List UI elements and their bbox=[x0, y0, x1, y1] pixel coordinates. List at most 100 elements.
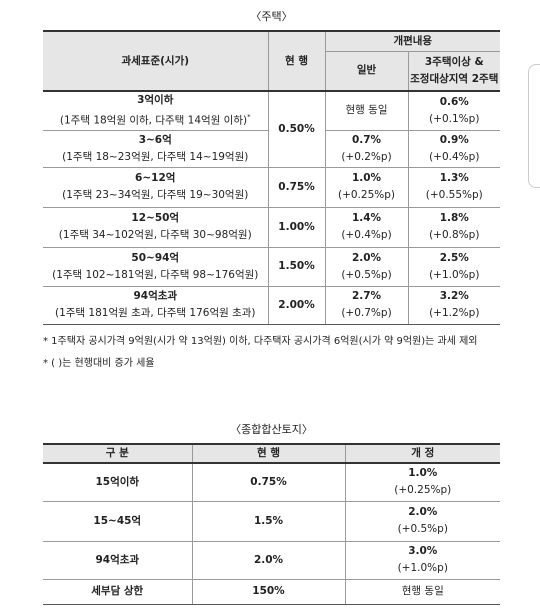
general-cell: 1.4% (+0.4%p) bbox=[324, 206, 409, 248]
header-cell: 개 정 bbox=[344, 443, 500, 464]
cell-text: 2.0% bbox=[408, 506, 438, 518]
cell-text: (+1.0%p) bbox=[429, 268, 480, 281]
table-row: 94억초과 2.0% 3.0% (+1.0%p) bbox=[43, 540, 500, 580]
multi-cell: 1.3% (+0.55%p) bbox=[407, 166, 501, 208]
cell-text: (+0.5%p) bbox=[397, 523, 448, 535]
cell-text: (+0.5%p) bbox=[341, 268, 392, 281]
title: 〈종합합산토지〉 bbox=[230, 423, 313, 436]
current-cell: 2.00% bbox=[267, 285, 326, 325]
bracket-cell: 3억이하 (1주택 18억원 이하, 다주택 14억원 이하)* bbox=[43, 90, 269, 131]
general-cell: 0.7% (+0.2%p) bbox=[324, 129, 409, 168]
cell-text: 0.75% bbox=[250, 475, 287, 488]
multi-cell: 0.9% (+0.4%p) bbox=[407, 129, 501, 168]
cell-text: * bbox=[247, 113, 251, 121]
reform-cell: 2.0% (+0.5%p) bbox=[344, 500, 500, 542]
cell-text: 1.50% bbox=[278, 260, 315, 272]
cell: 150% bbox=[191, 578, 346, 605]
cell-text: 1.3% bbox=[439, 172, 469, 184]
cell-text: (1주택 34~102억원, 다주택 30~98억원) bbox=[58, 229, 252, 241]
cell-text: 현행 동일 bbox=[401, 585, 444, 597]
general-cell: 2.7% (+0.7%p) bbox=[324, 285, 409, 325]
title: 〈주택〉 bbox=[250, 10, 293, 23]
cell-text: 2.0% bbox=[351, 251, 382, 264]
current-cell: 1.00% bbox=[267, 206, 326, 248]
detail: (1주택 18~23억원, 다주택 14~19억원) bbox=[43, 149, 268, 166]
header-cell: 3주택이상 & 조정대상지역 2주택 bbox=[407, 50, 501, 92]
header-cell: 구 분 bbox=[43, 443, 193, 464]
housing-table: 과세표준(시가) 현 행 개편내용 일반 3주택이상 & 조정대상지역 2주택 3억이하… bbox=[43, 30, 501, 325]
general-cell: 현행 동일 bbox=[324, 90, 409, 131]
bracket-cell: 50~94억 (1주택 102~181억원, 다주택 98~176억원) bbox=[43, 246, 269, 287]
table-row: 세부담 상한 150% 현행 동일 bbox=[43, 578, 500, 605]
cell-text: 2.7% bbox=[351, 290, 382, 302]
header-cell: 일반 bbox=[325, 50, 409, 92]
cell-text: 94억초과 bbox=[95, 553, 140, 566]
cell-text: 3~6억 bbox=[138, 133, 172, 146]
table-row: 15~45억 1.5% 2.0% (+0.5%p) bbox=[43, 500, 500, 542]
cell-text: 1.0% bbox=[351, 172, 382, 184]
detail: (1주택 23~34억원, 다주택 19~30억원) bbox=[43, 187, 268, 204]
table-row: 3억이하 (1주택 18억원 이하, 다주택 14억원 이하)* 0.50% 현행 동… bbox=[43, 90, 501, 168]
multi-cell: 1.8% (+0.8%p) bbox=[407, 206, 501, 248]
bracket-cell: 3~6억 (1주택 18~23억원, 다주택 14~19억원) bbox=[43, 129, 269, 168]
table-row: 3~6억 (1주택 18~23억원, 다주택 14~19억원) 0.7% (+0.2%… bbox=[43, 129, 501, 168]
current-cell: 1.50% bbox=[267, 246, 326, 287]
cell-text: (1주택 102~181억원, 다주택 98~176억원) bbox=[52, 268, 259, 281]
cell: 세부담 상한 bbox=[43, 578, 193, 605]
detail: (1주택 34~102억원, 다주택 30~98억원) bbox=[43, 227, 268, 244]
cell-text: 3.2% bbox=[439, 290, 469, 302]
cell-text: (+1.2%p) bbox=[429, 307, 480, 319]
reform-cell: 3.0% (+1.0%p) bbox=[344, 540, 500, 580]
note: * 1주택자 공시가격 9억원(시가 약 13억원) 이하, 다주택자 공시가격… bbox=[43, 336, 478, 347]
side-panel bbox=[528, 64, 540, 188]
header-text: 3주택이상 & bbox=[424, 55, 484, 68]
reform-cell: 1.0% (+0.25%p) bbox=[344, 462, 500, 502]
cell-text: 12~50억 bbox=[131, 212, 180, 224]
header-cell: 현 행 bbox=[191, 443, 346, 464]
cell-text: 94억초과 bbox=[133, 290, 178, 302]
bracket-cell: 6~12억 (1주택 23~34억원, 다주택 19~30억원) bbox=[43, 166, 269, 208]
header-text: 조정대상지역 2주택 bbox=[410, 72, 499, 85]
multi-cell: 3.2% (+1.2%p) bbox=[407, 285, 501, 325]
table-row: 50~94억 (1주택 102~181억원, 다주택 98~176억원) 1.50%… bbox=[43, 246, 501, 287]
bracket-cell: 94억초과 (1주택 181억원 초과, 다주택 176억원 초과) bbox=[43, 285, 269, 325]
cell-text: 0.9% bbox=[439, 133, 469, 146]
cell-text: 0.75% bbox=[278, 180, 315, 193]
current-cell: 0.50% bbox=[267, 90, 326, 168]
cell: 15억이하 bbox=[43, 462, 193, 502]
note: * ( )는 현행대비 증가 세율 bbox=[43, 358, 155, 369]
cell-text: 1.00% bbox=[278, 220, 315, 233]
table-row: 6~12억 (1주택 23~34억원, 다주택 19~30억원) 0.75% 1.0%… bbox=[43, 166, 501, 208]
detail: (1주택 102~181억원, 다주택 98~176억원) bbox=[43, 267, 268, 284]
cell-text: 1.4% bbox=[351, 212, 382, 224]
current-cell: 0.75% bbox=[267, 166, 326, 208]
bracket-cell: 12~50억 (1주택 34~102억원, 다주택 30~98억원) bbox=[43, 206, 269, 248]
header-cell: 현 행 bbox=[267, 30, 326, 92]
general-cell: 2.0% (+0.5%p) bbox=[324, 246, 409, 287]
cell-text: (1주택 18~23억원, 다주택 14~19억원) bbox=[62, 150, 249, 163]
cell-text: 2.5% bbox=[439, 251, 469, 264]
header-cell: 과세표준(시가) bbox=[43, 30, 269, 92]
multi-cell: 0.6% (+0.1%p) bbox=[407, 90, 501, 131]
table-row: 12~50억 (1주택 34~102억원, 다주택 30~98억원) 1.00% 1.… bbox=[43, 206, 501, 248]
cell-text: (+0.7%p) bbox=[341, 307, 392, 319]
multi-cell: 2.5% (+1.0%p) bbox=[407, 246, 501, 287]
cell-text: 15~45억 bbox=[93, 514, 142, 527]
cell: 0.75% bbox=[191, 462, 346, 502]
cell-text: (1주택 23~34억원, 다주택 19~30억원) bbox=[62, 189, 249, 201]
cell-text: 0.6% bbox=[439, 95, 469, 108]
cell-text: (+0.55%p) bbox=[425, 189, 483, 201]
cell-text: (+0.4%p) bbox=[429, 150, 480, 163]
cell: 94억초과 bbox=[43, 540, 193, 580]
header-cell: 개편내용 bbox=[324, 30, 501, 52]
cell-text: (+0.4%p) bbox=[341, 229, 392, 241]
detail: (1주택 181억원 초과, 다주택 176억원 초과) bbox=[43, 305, 268, 322]
cell: 1.5% bbox=[191, 500, 346, 542]
cell-text: (+1.0%p) bbox=[397, 562, 448, 574]
cell-text: 6~12억 bbox=[135, 172, 176, 184]
cell-text: 0.50% bbox=[278, 122, 315, 135]
cell-text: 2.0% bbox=[253, 553, 284, 566]
cell-text: 0.7% bbox=[351, 133, 382, 146]
